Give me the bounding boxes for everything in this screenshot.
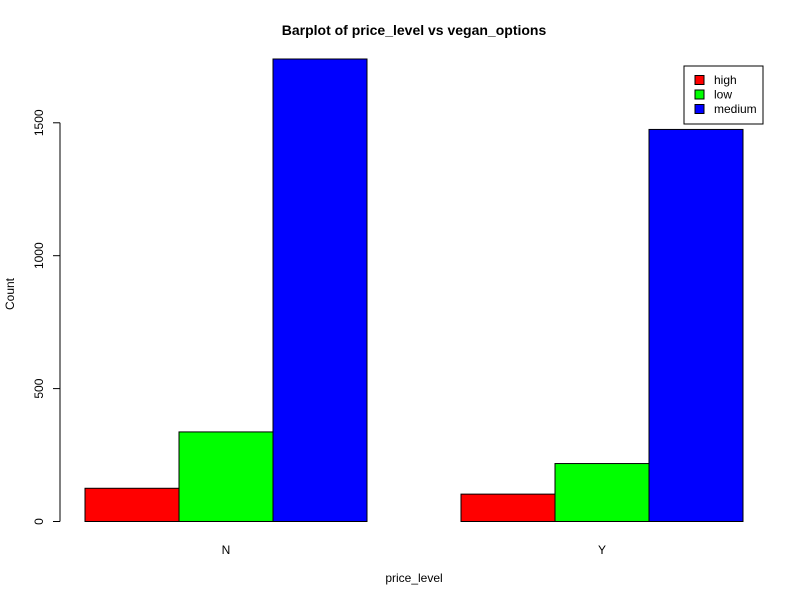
bar-Y-low (554, 463, 650, 522)
y-tick-label: 1500 (32, 109, 46, 136)
bar-N-medium (272, 58, 368, 522)
y-axis-label: Count (3, 277, 17, 310)
bar-Y-medium (648, 128, 744, 522)
legend-label-high: high (714, 73, 737, 87)
legend-label-low: low (714, 88, 732, 102)
legend-swatch-high (694, 75, 705, 85)
bar-N-high (84, 487, 180, 522)
chart-title: Barplot of price_level vs vegan_options (282, 22, 547, 38)
legend-label-medium: medium (714, 102, 757, 116)
y-tick-label: 1000 (32, 242, 46, 269)
y-tick-label: 0 (32, 518, 46, 525)
y-axis: 0 500 1000 1500 (32, 109, 61, 525)
plot-area (84, 58, 744, 523)
x-axis-label: price_level (385, 571, 442, 585)
x-tick-label: N (222, 543, 231, 557)
legend-swatch-low (694, 89, 705, 100)
y-tick-label: 500 (32, 378, 46, 398)
bar-N-low (178, 431, 274, 523)
x-tick-label: Y (598, 543, 606, 557)
bar-Y-high (460, 493, 556, 523)
legend-swatch-medium (694, 104, 705, 114)
